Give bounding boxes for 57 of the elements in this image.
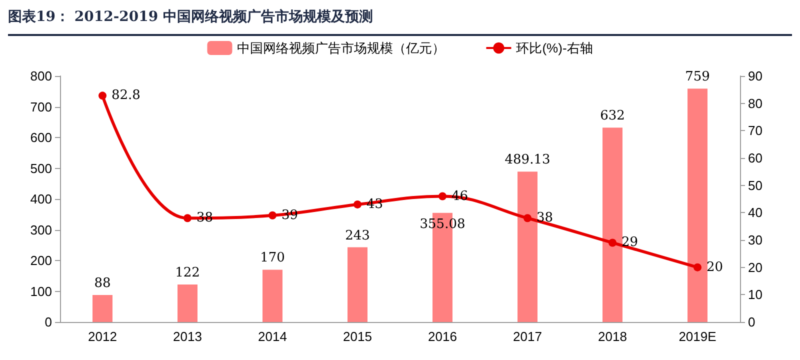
bar (688, 88, 708, 322)
y-tick-label: 600 (30, 130, 52, 145)
y-tick-label: 100 (30, 284, 52, 299)
point (354, 200, 362, 208)
x-tick-label: 2012 (88, 329, 117, 344)
y2-tick-label: 60 (748, 150, 762, 166)
data-label: 82.8 (112, 88, 140, 104)
y2-tick-label: 40 (748, 205, 762, 220)
data-label: 170 (260, 250, 285, 266)
point (608, 238, 616, 247)
legend-label: 中国网络视频广告市场规模（亿元） (237, 40, 446, 56)
bar (602, 128, 622, 322)
x-tick-label: 2015 (343, 329, 372, 344)
data-label: 355.08 (420, 216, 466, 232)
y-tick-label: 400 (30, 192, 52, 206)
x-tick-label: 2019E (678, 329, 717, 344)
bar (178, 284, 198, 322)
y2-tick-label: 10 (748, 287, 762, 302)
x-tick-label: 2017 (513, 329, 542, 344)
y2-tick-label: 90 (748, 68, 762, 84)
data-label: 122 (175, 265, 200, 280)
data-label: 759 (685, 70, 710, 85)
x-tick-label: 2018 (598, 329, 627, 344)
x-tick-label: 2014 (258, 329, 287, 344)
bar (262, 270, 282, 322)
bar (518, 172, 538, 322)
y2-tick-label: 20 (748, 260, 762, 275)
y2-tick-label: 30 (748, 232, 762, 248)
y-tick-label: 800 (30, 68, 52, 84)
y2-tick-label: 70 (748, 123, 762, 138)
data-label: 243 (345, 228, 370, 244)
data-label: 20 (706, 260, 724, 275)
y2-tick-label: 0 (748, 314, 756, 330)
y2-tick-label: 80 (748, 96, 762, 111)
data-label: 489.13 (504, 152, 550, 168)
data-label: 38 (536, 210, 554, 226)
bar (92, 294, 112, 322)
y-tick-label: 500 (30, 160, 52, 176)
data-label: 88 (94, 276, 111, 291)
point (268, 211, 276, 220)
point (524, 214, 532, 222)
y2-tick-label: 50 (748, 178, 762, 193)
y-tick-label: 200 (30, 253, 52, 268)
point (438, 192, 446, 200)
y-tick-label: 300 (30, 222, 52, 238)
bar (348, 247, 368, 322)
legend-label: 环比(%)-右轴 (516, 40, 593, 56)
x-tick-label: 2013 (173, 329, 202, 344)
chart-title: 图表19： 2012-2019 中国网络视频广告市场规模及预测 (8, 0, 792, 36)
x-tick-label: 2016 (428, 329, 457, 344)
data-label: 29 (622, 235, 638, 250)
data-label: 632 (600, 108, 625, 124)
point (184, 214, 192, 222)
y-tick-label: 700 (30, 99, 52, 114)
point (98, 92, 106, 100)
y-tick-label: 0 (44, 314, 52, 330)
point (694, 263, 702, 272)
